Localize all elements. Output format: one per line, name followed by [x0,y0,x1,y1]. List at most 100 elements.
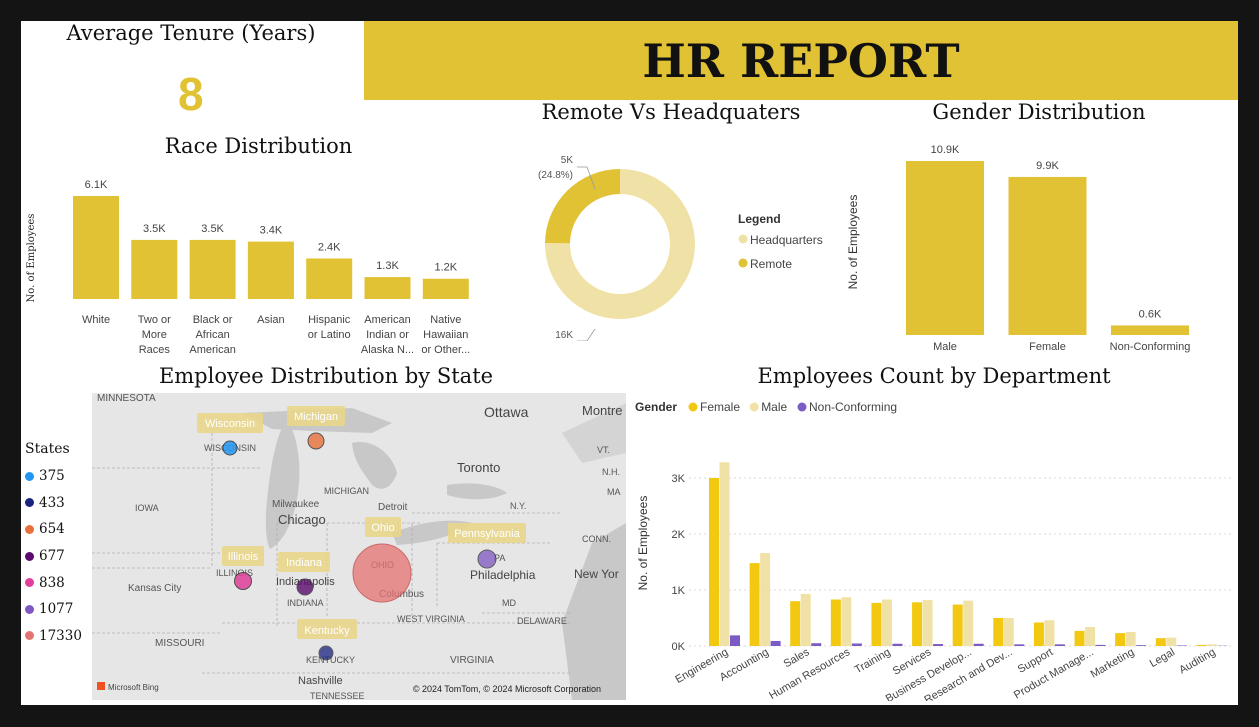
bubble-wisconsin[interactable] [222,440,238,456]
bubble-label-wisconsin: Wisconsin [205,418,255,430]
dept-bar[interactable] [952,604,963,646]
gender-chart: No. of Employees 10.9K Male 9.9K Female 0.6K… [846,144,1190,353]
state-legend: States 375 433 654 677 838 1077 17330 [25,441,95,649]
bubble-ohio[interactable] [352,543,412,603]
dept-bar[interactable] [1155,638,1166,646]
map-attribution: © 2024 TomTom, © 2024 Microsoft Corporat… [413,684,601,694]
race-category-label: Alaska N... [361,344,414,356]
dept-bar[interactable] [1206,644,1217,646]
state-legend-item[interactable]: 1077 [25,596,95,623]
state-legend-item[interactable]: 17330 [25,623,95,650]
label-box-illinois [222,546,264,566]
dept-bar[interactable] [1033,622,1044,646]
race-data-label: 3.5K [143,223,166,235]
place-chicago: Chicago [278,512,326,527]
gender-category-label: Female [1029,341,1066,353]
state-legend-item[interactable]: 677 [25,543,95,570]
dept-bar[interactable] [841,597,852,646]
dept-bar[interactable] [800,593,811,646]
race-bar[interactable] [131,239,178,299]
dept-bar[interactable] [1044,620,1055,646]
dept-bar[interactable] [811,643,822,646]
state-legend-item[interactable]: 838 [25,569,95,596]
dept-bar[interactable] [730,635,740,646]
legend-dot-icon [25,471,34,481]
dept-bar[interactable] [760,553,771,646]
race-category-label: American [364,314,410,326]
gender-bar[interactable] [1008,176,1087,335]
dept-bar[interactable] [851,643,862,646]
dept-bar[interactable] [881,599,892,646]
dept-bar[interactable] [790,601,801,646]
race-bar[interactable] [189,239,236,299]
dept-bar[interactable] [719,462,730,646]
dept-bar[interactable] [1176,645,1187,646]
dept-legend-label[interactable]: Female [700,400,740,414]
dept-bar[interactable] [770,640,781,646]
dept-bar[interactable] [1166,637,1177,646]
dept-bar[interactable] [933,644,944,646]
dept-bar[interactable] [973,643,984,646]
dept-bar[interactable] [830,599,841,646]
dept-legend-label[interactable]: Male [761,400,787,414]
dept-bar[interactable] [993,618,1004,646]
place-kansas-city: Kansas City [128,583,181,594]
gender-bar[interactable] [906,161,984,335]
state-legend-value: 375 [39,468,65,485]
lake-ontario [447,483,507,500]
dept-legend-label[interactable]: Non-Conforming [809,400,897,414]
donut-slice-remote[interactable] [545,169,620,244]
legend-dot-icon [25,551,34,561]
state-legend-item[interactable]: 654 [25,516,95,543]
bing-credit: Microsoft Bing [108,683,159,692]
bubble-michigan[interactable] [307,432,325,450]
dept-bar[interactable] [1125,632,1136,646]
dept-bar[interactable] [922,600,933,646]
bubble-kentucky[interactable] [318,645,334,661]
race-bar[interactable] [306,258,353,299]
report-title: HR REPORT [642,33,960,88]
dept-bar[interactable] [871,602,882,646]
dept-bar[interactable] [1085,626,1096,646]
state-legend-value: 838 [39,574,65,591]
dept-bar[interactable] [1003,618,1014,646]
dept-bar[interactable] [1014,644,1025,646]
donut-slice-headquarters[interactable] [545,169,695,319]
dept-bar[interactable] [709,478,719,646]
place-montreal: Montre [582,403,622,418]
dept-bar[interactable] [1095,644,1106,646]
dept-bar[interactable] [1074,630,1085,646]
place-kentucky: KENTUCKY [306,655,355,665]
race-bar[interactable] [364,277,411,299]
dept-bar[interactable] [963,600,974,646]
place-delaware: DELAWARE [517,616,567,626]
gender-category-label: Male [933,341,957,353]
dept-bar[interactable] [892,643,903,646]
bubble-illinois[interactable] [234,572,252,590]
state-legend-item[interactable]: 433 [25,490,95,517]
dept-bar[interactable] [1054,644,1065,646]
race-bar[interactable] [73,196,119,299]
race-bar[interactable] [422,278,469,299]
dept-bar[interactable] [1136,645,1147,646]
bubble-indiana[interactable] [296,578,314,596]
place-west-virginia: WEST VIRGINIA [397,614,465,624]
dept-bar[interactable] [1115,633,1126,646]
dept-legend-swatch [749,402,759,412]
bubble-pennsylvania[interactable] [477,549,497,569]
place-michigan: MICHIGAN [324,486,369,496]
dept-category-label: Marketing [1089,646,1137,681]
dept-title: Employees Count by Department [757,364,1111,388]
gender-bar[interactable] [1111,325,1189,335]
place-md: MD [502,598,516,608]
dept-bar[interactable] [1196,644,1207,646]
race-bar[interactable] [247,241,294,299]
place-ny: N.Y. [510,501,526,511]
place-virginia: VIRGINIA [450,655,494,666]
state-legend-item[interactable]: 375 [25,463,95,490]
state-map[interactable]: MINNESOTA Ottawa Montre WISCONSIN MICHIG… [92,393,626,700]
dept-legend-swatch [688,402,698,412]
bubble-label-michigan: Michigan [294,411,338,423]
dept-bar[interactable] [749,563,760,646]
dept-bar[interactable] [912,602,923,646]
